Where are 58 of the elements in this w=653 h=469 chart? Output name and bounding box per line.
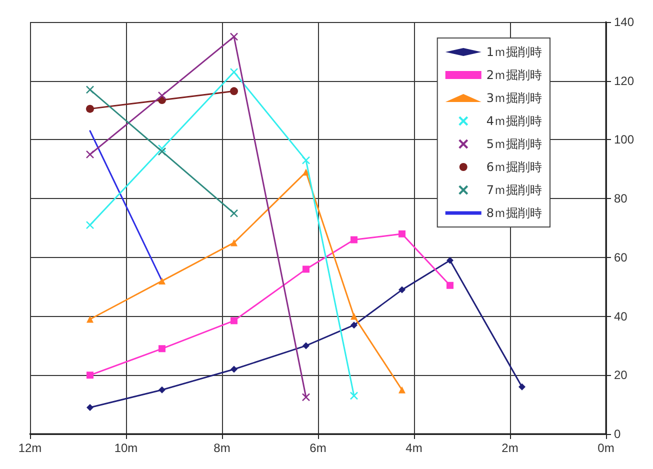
point	[230, 366, 238, 373]
point	[446, 256, 454, 264]
point	[158, 144, 166, 153]
x-tick-label: 6m	[310, 441, 326, 455]
point	[302, 156, 310, 164]
y-tick-label: 140	[614, 15, 634, 29]
point	[398, 286, 406, 294]
point	[350, 392, 358, 400]
point	[86, 372, 94, 379]
point	[158, 345, 166, 352]
point	[230, 32, 238, 41]
x-tick-label: 4m	[406, 441, 422, 455]
point	[230, 209, 238, 218]
point	[86, 404, 94, 412]
y-tick-label: 0	[614, 427, 621, 441]
legend-label: 4ｍ掘削時	[486, 114, 542, 128]
point	[518, 383, 526, 390]
point	[158, 386, 166, 394]
point	[86, 86, 94, 94]
legend-label: 3ｍ掘削時	[486, 91, 542, 105]
point	[230, 239, 238, 246]
y-tick-label: 100	[614, 132, 634, 147]
legend-label: 6ｍ掘削時	[486, 160, 542, 174]
point	[398, 230, 406, 238]
x-tick-label: 10m	[114, 441, 138, 455]
point	[350, 322, 358, 329]
point	[350, 236, 358, 244]
x-tick-label: 12m	[18, 441, 42, 455]
x-tick-label: 8m	[214, 441, 230, 455]
point	[230, 87, 238, 96]
y-tick-label: 60	[614, 250, 628, 264]
point	[446, 282, 454, 289]
legend-label: 5ｍ掘削時	[486, 137, 542, 151]
point	[302, 342, 310, 350]
y-tick-label: 40	[614, 309, 628, 324]
x-tick-label: 0m	[598, 441, 614, 455]
point	[158, 277, 166, 284]
point	[230, 317, 238, 324]
point	[86, 316, 94, 323]
point	[86, 104, 94, 113]
point	[350, 312, 358, 320]
point	[158, 91, 166, 100]
y-tick-label: 120	[614, 74, 634, 88]
y-tick-label: 80	[614, 192, 628, 206]
point	[86, 220, 94, 230]
legend-label: 7ｍ掘削時	[486, 183, 542, 197]
point	[302, 168, 310, 176]
point	[230, 68, 238, 76]
point	[302, 266, 310, 273]
point	[302, 393, 310, 402]
point	[86, 150, 94, 159]
point	[398, 386, 406, 394]
point	[158, 147, 166, 156]
y-tick-label: 20	[614, 368, 628, 382]
x-tick-label: 2m	[502, 441, 518, 455]
legend-label: 1ｍ掘削時	[486, 45, 542, 59]
legend-label: 8ｍ掘削時	[486, 206, 542, 220]
legend-label: 2ｍ掘削時	[486, 68, 542, 82]
